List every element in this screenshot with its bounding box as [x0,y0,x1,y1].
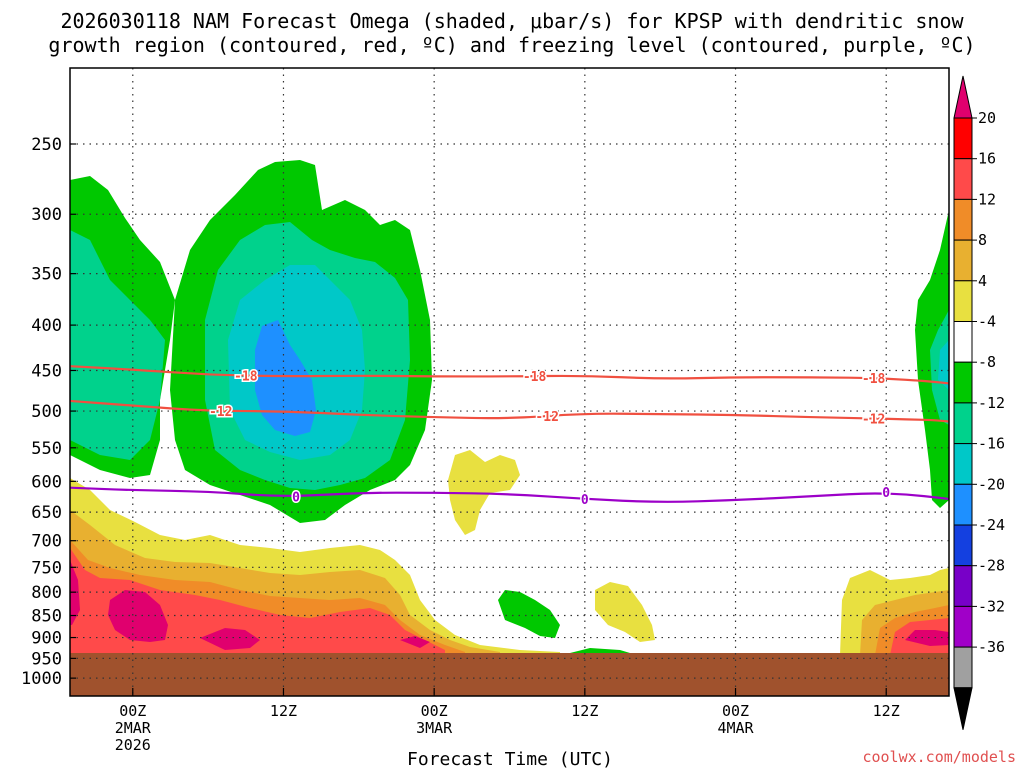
x-tick-label-0-1: 2MAR [115,719,152,737]
y-axis: 2503003504004505005506006507007508008509… [21,135,76,689]
colorbar-swatch-9 [953,483,973,526]
shading-downward-motion-low-levels [70,450,949,655]
y-tick-label-950: 950 [31,649,62,669]
x-tick-label-48-0: 00Z [722,702,749,720]
contour-dendritic-growth-minus12 [70,399,949,423]
y-tick-label-800: 800 [31,583,62,603]
y-tick-label-350: 350 [31,265,62,285]
x-tick-label-24-1: 3MAR [416,719,453,737]
colorbar-swatch-13 [953,646,973,689]
colorbar-swatch-12 [953,605,973,648]
colorbar-label-2: 12 [978,190,996,208]
colorbar-label-6: -8 [978,353,996,371]
contour-label-dendritic-growth-minus12-0: -12 [209,405,232,420]
colorbar-swatch-0 [953,117,973,160]
shading-upward-motion-left [70,176,175,478]
colorbar-label-10: -24 [978,516,1005,534]
colorbar-label-8: -16 [978,435,1005,453]
colorbar-swatch-2 [953,198,973,241]
y-tick-label-300: 300 [31,205,62,225]
colorbar-label-4: 4 [978,272,987,290]
x-tick-label-24-0: 00Z [421,702,448,720]
chart-title-line2: growth region (contoured, red, ºC) and f… [48,33,976,57]
colorbar-label-3: 8 [978,231,987,249]
grid [70,68,949,696]
contour-label-dendritic-growth-minus12-2: -12 [862,412,885,427]
contour-label-dendritic-growth-minus18-0: -18 [234,370,258,385]
colorbar-label-0: 20 [978,109,996,127]
contour-label-dendritic-growth-minus18-2: -18 [862,372,886,387]
colorbar-swatch-7 [953,402,973,445]
colorbar-label-7: -12 [978,394,1005,412]
x-tick-label-48-1: 4MAR [717,719,754,737]
x-tick-label-36-0: 12Z [571,702,598,720]
colorbar-label-12: -32 [978,597,1005,615]
colorbar-label-11: -28 [978,557,1005,575]
shading-upward-patch-surface [570,648,630,653]
colorbar-top-arrow [953,75,973,119]
contour-label-freezing-level-0-1: 0 [581,493,589,508]
contour-dendritic-growth-minus18 [70,365,949,385]
plot-area: -18 -18 -18 -12 -12 -12 0 0 0 [70,68,949,696]
colorbar-swatch-3 [953,239,973,282]
x-tick-label-60-0: 12Z [873,702,900,720]
colorbar-swatch-5 [953,321,973,363]
x-tick-label-0-0: 00Z [119,702,146,720]
colorbar: 20 16 12 8 4 -4 -8 -12 -16 -20 -24 -28 -32 -36 [953,75,1005,730]
y-tick-label-700: 700 [31,532,62,552]
contour-label-freezing-level-0-0: 0 [292,490,300,505]
y-tick-label-850: 850 [31,607,62,627]
y-tick-label-650: 650 [31,503,62,523]
colorbar-label-5: -4 [978,313,996,331]
colorbar-label-13: -36 [978,638,1005,656]
colorbar-label-1: 16 [978,150,996,168]
contours: -18 -18 -18 -12 -12 -12 0 0 0 [70,365,949,509]
y-tick-label-600: 600 [31,472,62,492]
x-tick-label-12-0: 12Z [270,702,297,720]
y-tick-label-750: 750 [31,558,62,578]
y-tick-label-400: 400 [31,316,62,336]
shading-upward-motion-center [170,160,432,523]
shading-upward-motion-right [915,210,949,508]
y-tick-label-500: 500 [31,402,62,422]
x-tick-label-0-2: 2026 [115,736,151,754]
colorbar-swatch-4 [953,280,973,322]
colorbar-swatch-10 [953,524,973,567]
contour-freezing-level-0 [70,486,949,503]
contour-label-dendritic-growth-minus18-1: -18 [523,370,547,385]
colorbar-label-9: -20 [978,475,1005,493]
credit-text: coolwx.com/models [862,748,1016,766]
colorbar-swatch-6 [953,361,973,404]
y-tick-label-450: 450 [31,361,62,381]
y-tick-label-900: 900 [31,629,62,649]
colorbar-swatch-11 [953,565,973,607]
contour-label-dendritic-growth-minus12-1: -12 [535,410,558,425]
x-axis-title: Forecast Time (UTC) [407,749,613,768]
shading-upward-patch-low [498,590,560,638]
y-tick-label-550: 550 [31,439,62,459]
colorbar-bottom-arrow [953,687,973,730]
y-tick-label-1000: 1000 [21,669,62,689]
plot-frame [69,67,950,697]
y-tick-label-250: 250 [31,135,62,155]
below-ground-mask [70,653,949,696]
colorbar-swatch-1 [953,158,973,200]
contour-label-freezing-level-0-2: 0 [882,486,890,501]
colorbar-swatch-8 [953,443,973,485]
chart-title-line1: 2026030118 NAM Forecast Omega (shaded, μ… [60,9,964,33]
